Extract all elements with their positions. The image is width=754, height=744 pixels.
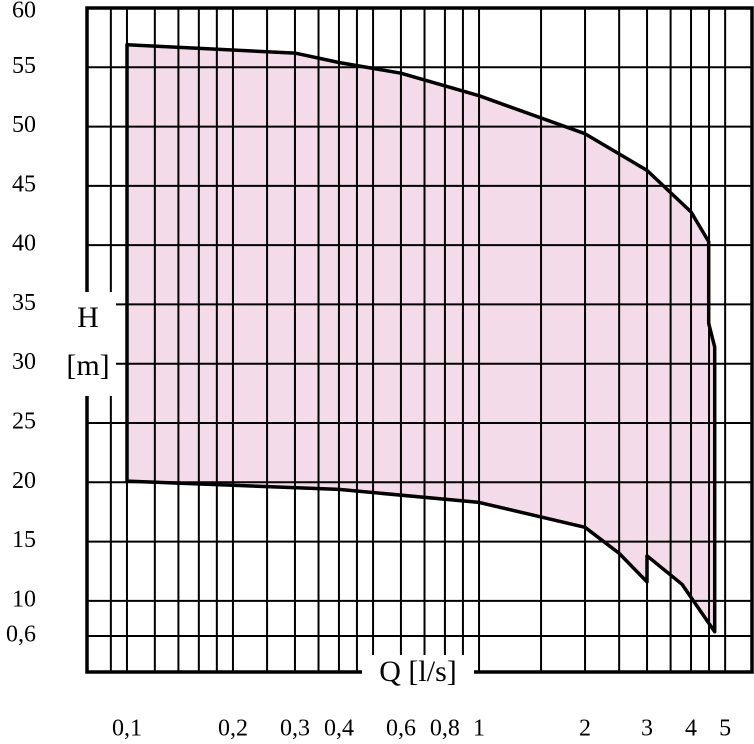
y-tick-label: 25	[12, 409, 36, 435]
x-tick-label: 0,2	[218, 716, 248, 742]
x-tick-label: 5	[719, 716, 731, 742]
y-title: H	[77, 301, 99, 334]
x-tick-label: 0,8	[430, 716, 460, 742]
x-tick-label: 0,4	[324, 716, 354, 742]
y-tick-label: 10	[12, 586, 36, 612]
x-tick-label: 0,3	[280, 716, 310, 742]
area-outline	[125, 43, 717, 634]
y-unit: [m]	[66, 349, 109, 382]
x-tick-label: 2	[579, 716, 591, 742]
y-tick-label: 45	[12, 171, 36, 197]
annotation: 0,6	[6, 622, 36, 648]
x-title: Q [l/s]	[379, 655, 457, 688]
x-tick-label: 3	[641, 716, 653, 742]
x-tick-label: 0,6	[386, 716, 416, 742]
x-tick-label: 0,1	[112, 716, 142, 742]
y-tick-label: 60	[12, 0, 36, 24]
y-tick-label: 50	[12, 112, 36, 138]
y-tick-label: 55	[12, 53, 36, 79]
y-tick-label: 35	[12, 290, 36, 316]
y-tick-label: 30	[12, 349, 36, 375]
area	[127, 44, 715, 632]
y-title-box	[58, 292, 116, 396]
y-tick-label: 20	[12, 468, 36, 494]
x-title-box	[362, 655, 474, 691]
x-tick-label: 1	[473, 716, 485, 742]
y-tick-label: 40	[12, 231, 36, 257]
y-tick-label: 15	[12, 527, 36, 553]
x-tick-label: 4	[685, 716, 697, 742]
